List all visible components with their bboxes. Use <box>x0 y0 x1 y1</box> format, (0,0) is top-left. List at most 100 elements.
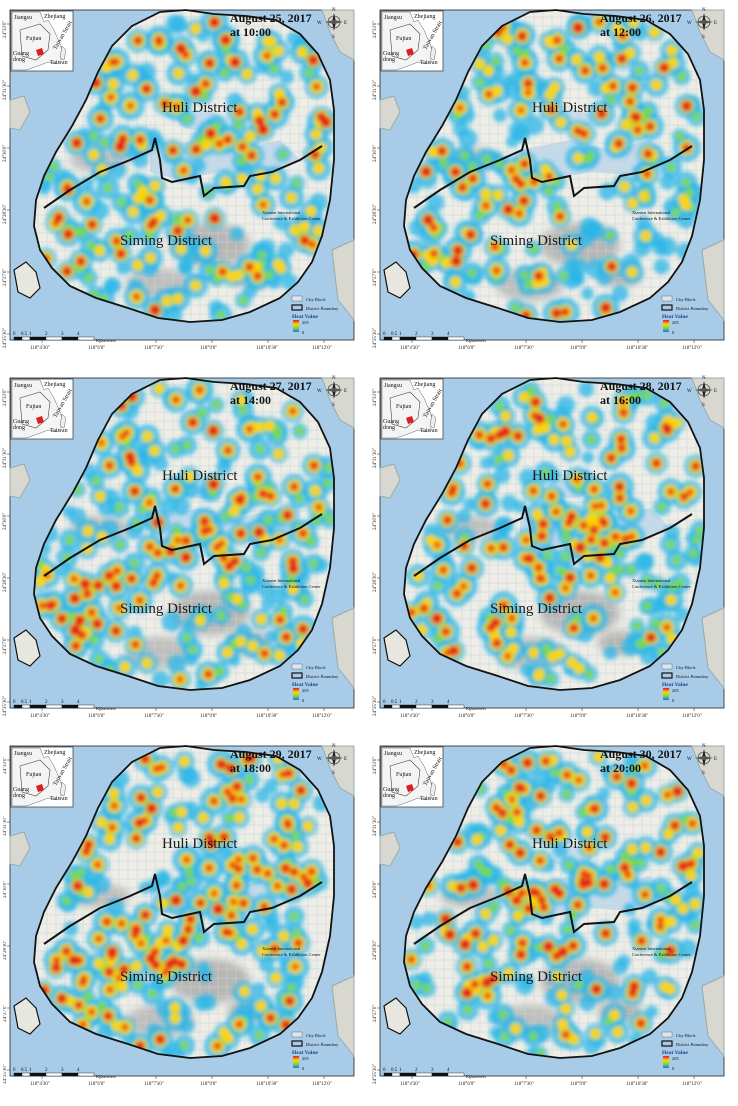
scale-bar: 0 0.5 1 2 3 4 Kilometers <box>13 332 116 343</box>
longitude-tick: 118°9'0" <box>570 1082 587 1087</box>
inset-label: dong <box>383 793 395 799</box>
map-panel: Huli District Siming District Xiamen Inter… <box>0 736 356 1088</box>
inset-label: Taiwan <box>420 796 438 802</box>
landmark-label: Xiamen International <box>632 578 671 583</box>
heat-layer <box>35 10 334 322</box>
latitude-tick: 24°31'30" <box>3 80 8 100</box>
longitude-tick: 118°12'0" <box>312 346 332 351</box>
svg-text:1: 1 <box>399 700 402 705</box>
mainland-coast <box>379 831 401 867</box>
svg-text:W: W <box>687 389 692 394</box>
island-coastline <box>33 9 335 323</box>
inset-label: Zhejiang <box>44 750 65 756</box>
svg-text:E: E <box>714 389 717 394</box>
panel-time: at 10:00 <box>230 25 271 39</box>
longitude-tick: 118°6'0" <box>458 1082 475 1087</box>
svg-text:S: S <box>332 403 335 408</box>
gulangyu-island <box>383 261 411 299</box>
latitude-tick: 24°27'0" <box>3 269 8 286</box>
scale-bar: 0 0.5 1 2 3 4 Kilometers <box>383 1068 486 1079</box>
latitude-tick: 24°31'30" <box>3 816 8 836</box>
inset-label: Taiwan <box>420 428 438 434</box>
island-coastline <box>403 377 705 691</box>
svg-text:Heat Value: Heat Value <box>292 314 318 320</box>
svg-text:0: 0 <box>672 1066 675 1071</box>
legend: City Block District Boundary Heat Value205… <box>661 1031 709 1071</box>
north-arrow-icon: N S E W <box>317 376 347 408</box>
longitude-tick: 118°6'0" <box>88 346 105 351</box>
longitude-tick: 118°10'30" <box>256 1082 278 1087</box>
heat-map: Huli District Siming District Xiamen Inter… <box>3 744 355 1087</box>
svg-text:N: N <box>332 376 336 381</box>
map-panel: Huli District Siming District Xiamen Inter… <box>370 368 726 720</box>
island-coastline <box>33 745 335 1059</box>
latitude-tick: 24°31'30" <box>373 816 378 836</box>
svg-text:0: 0 <box>302 330 305 335</box>
heat-map: Huli District Siming District Xiamen Inter… <box>3 8 355 351</box>
inset-label: Fujian <box>396 772 411 778</box>
district-boundary <box>413 873 693 945</box>
inset-label: Zhejiang <box>414 14 435 20</box>
inset-label: Taiwan <box>50 60 68 66</box>
inset-label: Zhejiang <box>44 382 65 388</box>
longitude-tick: 118°4'30" <box>400 346 420 351</box>
svg-text:2: 2 <box>415 1068 418 1073</box>
heat-map: Huli District Siming District Xiamen Inter… <box>373 744 725 1087</box>
latitude-tick: 24°30'0" <box>373 513 378 530</box>
svg-text:S: S <box>332 35 335 40</box>
svg-text:City Block: City Block <box>306 665 326 670</box>
svg-text:205: 205 <box>302 320 310 325</box>
svg-text:W: W <box>317 21 322 26</box>
inset-label: Jiangsu <box>14 15 32 21</box>
svg-text:N: N <box>332 744 336 749</box>
svg-text:205: 205 <box>672 688 680 693</box>
svg-text:Kilometers: Kilometers <box>466 338 486 343</box>
north-arrow-icon: N S E W <box>687 744 717 776</box>
inset-label: Fujian <box>396 404 411 410</box>
latitude-tick: 24°28'30" <box>373 940 378 960</box>
district-boundary <box>43 873 323 945</box>
latitude-tick: 24°33'0" <box>3 757 8 774</box>
inset-label: Zhejiang <box>414 382 435 388</box>
svg-text:Heat Value: Heat Value <box>292 682 318 688</box>
latitude-tick: 24°28'30" <box>3 940 8 960</box>
longitude-tick: 118°6'0" <box>88 714 105 719</box>
svg-text:4: 4 <box>77 700 80 705</box>
longitude-tick: 118°10'30" <box>626 1082 648 1087</box>
landmark-label: Xiamen International <box>632 946 671 951</box>
panel-time: at 12:00 <box>600 25 641 39</box>
longitude-tick: 118°10'30" <box>256 714 278 719</box>
panel-date: August 30, 2017 <box>600 747 682 761</box>
svg-text:205: 205 <box>672 320 680 325</box>
longitude-tick: 118°9'0" <box>200 714 217 719</box>
inset-label: Guang <box>13 419 29 425</box>
svg-text:Heat Value: Heat Value <box>662 314 688 320</box>
svg-text:Kilometers: Kilometers <box>96 338 116 343</box>
landmark-label: Xiamen International <box>262 210 301 215</box>
svg-text:Heat Value: Heat Value <box>662 682 688 688</box>
landmark-label: Xiamen International <box>262 946 301 951</box>
panel-date: August 27, 2017 <box>230 379 312 393</box>
svg-text:0.5: 0.5 <box>391 700 398 705</box>
svg-text:4: 4 <box>77 1068 80 1073</box>
panel-time: at 20:00 <box>600 761 641 775</box>
svg-text:3: 3 <box>431 332 434 337</box>
longitude-tick: 118°9'0" <box>570 714 587 719</box>
svg-text:4: 4 <box>447 700 450 705</box>
svg-text:1: 1 <box>29 700 32 705</box>
svg-text:E: E <box>714 21 717 26</box>
mainland-coast <box>9 95 31 131</box>
latitude-tick: 24°33'0" <box>3 389 8 406</box>
legend: City Block District Boundary Heat Value205… <box>661 663 709 703</box>
north-arrow-icon: N S E W <box>317 8 347 40</box>
latitude-tick: 24°33'0" <box>3 21 8 38</box>
siming-district-label: Siming District <box>490 969 583 985</box>
latitude-tick: 24°25'30" <box>373 1064 378 1084</box>
latitude-tick: 24°25'30" <box>373 328 378 348</box>
mainland-coast <box>701 975 725 1058</box>
latitude-tick: 24°25'30" <box>373 696 378 716</box>
siming-district-label: Siming District <box>490 233 583 249</box>
mainland-coast <box>9 831 31 867</box>
